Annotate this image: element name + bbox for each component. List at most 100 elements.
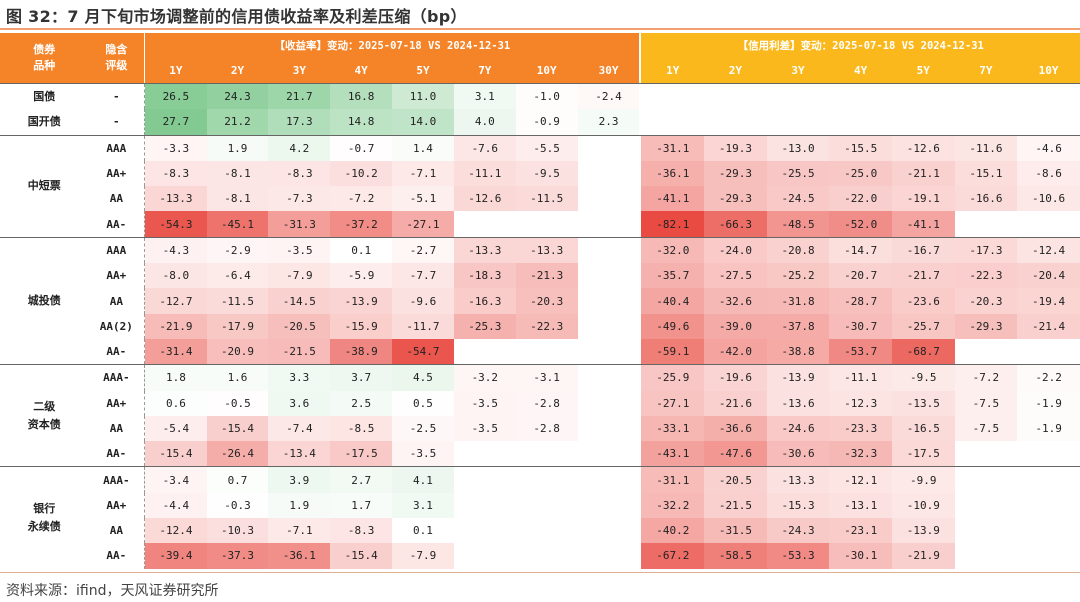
table-row: 银行 永续债 AAA- -3.4 0.7 3.9 2.7 4.1 -31.1 -20.5 -13.3… — [0, 466, 1080, 569]
table-row: AA+ -8.0 -6.4 -7.9 -5.9 -7.7 -18.3 -21.3 -35.7 -2… — [0, 263, 1080, 289]
credit-spread-cell: -10.6 — [1017, 186, 1080, 212]
yield-cell — [577, 186, 640, 212]
yield-cell: 0.1 — [392, 518, 454, 544]
credit-spread-cell: -20.8 — [766, 236, 830, 264]
credit-spread-cell: -17.5 — [891, 441, 955, 467]
credit-spread-cell: -31.5 — [704, 518, 767, 544]
credit-tenor-4y: 4Y — [829, 57, 892, 84]
credit-spread-cell — [954, 492, 1018, 519]
credit-spread-cell: -13.6 — [766, 390, 830, 416]
rating-cell: AAA- — [88, 466, 145, 493]
yield-cell: -54.7 — [392, 338, 454, 365]
table-row: AA+ -4.4 -0.3 1.9 1.7 3.1 -32.2 -21.5 -15.3 -13.1… — [0, 492, 1080, 519]
credit-spread-cell — [1017, 211, 1080, 238]
yield-cell: -8.1 — [206, 160, 269, 187]
credit-spread-cell: -27.5 — [704, 263, 767, 289]
rating-cell: AA+ — [106, 498, 127, 512]
yield-cell: -7.9 — [392, 543, 454, 569]
rating-cell: AA+ — [106, 396, 127, 410]
yield-cell — [577, 518, 640, 544]
yield-cell: 14.0 — [392, 109, 454, 136]
yield-cell: -11.5 — [515, 186, 578, 212]
credit-spread-cell: -25.7 — [891, 313, 955, 339]
yield-cell: -25.3 — [453, 313, 516, 339]
yield-cell: -0.3 — [206, 492, 269, 519]
credit-spread-cell — [954, 338, 1018, 365]
credit-spread-cell: -59.1 — [641, 338, 705, 365]
yield-cell: -15.4 — [206, 415, 269, 442]
bond-type-cell: 中短票 — [0, 134, 89, 238]
credit-tenor-5y: 5Y — [891, 57, 955, 84]
credit-spread-cell: -19.1 — [891, 186, 955, 212]
credit-spread-cell — [954, 83, 1018, 110]
yield-cell: 0.1 — [330, 236, 393, 264]
credit-spread-cell: -15.3 — [766, 492, 830, 519]
yield-cell: -4.4 — [144, 492, 207, 519]
yield-cell — [515, 441, 578, 467]
credit-spread-cell: -1.9 — [1017, 390, 1080, 416]
figure-title: 图 32：7 月下旬市场调整前的信用债收益率及利差压缩（bp） — [6, 7, 467, 26]
yield-cell: 24.3 — [206, 83, 269, 110]
yield-cell: -15.9 — [330, 313, 393, 339]
yield-cell: -5.4 — [144, 415, 207, 442]
yield-cell: -9.6 — [392, 288, 454, 314]
credit-spread-cell: -13.5 — [891, 390, 955, 416]
credit-spread-cell: -41.1 — [641, 186, 705, 212]
table-row: 二级 资本债 AAA- 1.8 1.6 3.3 3.7 4.5 -3.2 -3.1 -25.9 -19… — [0, 364, 1080, 467]
credit-spread-cell: -24.6 — [766, 415, 830, 442]
credit-tenor-1y: 1Y — [641, 57, 705, 84]
yield-cell: -14.5 — [268, 288, 331, 314]
credit-spread-cell: -32.3 — [829, 441, 892, 467]
credit-spread-cell: -29.3 — [704, 186, 767, 212]
table-row: AA -5.4 -15.4 -7.4 -8.5 -2.5 -3.5 -2.8 -33.1 -36.… — [0, 415, 1080, 442]
yield-cell: -21.9 — [144, 313, 207, 339]
yield-cell: -8.5 — [330, 415, 393, 442]
credit-spread-cell: -12.1 — [829, 466, 892, 493]
credit-spread-cell: -9.9 — [891, 466, 955, 493]
yield-cell: 1.9 — [206, 134, 269, 161]
credit-spread-cell: -82.1 — [641, 211, 705, 238]
credit-spread-cell: -13.9 — [766, 364, 830, 391]
credit-spread-cell — [641, 83, 705, 110]
yield-cell: -45.1 — [206, 211, 269, 238]
yield-cell: -8.3 — [330, 518, 393, 544]
credit-spread-cell: -20.3 — [954, 288, 1018, 314]
credit-spread-cell — [1017, 466, 1080, 493]
credit-spread-cell: -7.5 — [954, 390, 1018, 416]
credit-spread-cell: -16.7 — [891, 236, 955, 264]
yield-cell: -27.1 — [392, 211, 454, 238]
yield-cell: -31.4 — [144, 338, 207, 365]
yield-cell: -8.0 — [144, 263, 207, 289]
credit-spread-cell: -37.8 — [766, 313, 830, 339]
yield-cell: 26.5 — [144, 83, 207, 110]
yield-cell: 1.9 — [268, 492, 331, 519]
credit-spread-cell: -15.5 — [829, 134, 892, 161]
rating-cell: AA- — [106, 447, 127, 461]
yield-tenor-30y: 30Y — [577, 57, 640, 84]
credit-spread-cell: -2.2 — [1017, 364, 1080, 391]
credit-spread-cell: -31.1 — [641, 134, 705, 161]
yield-cell: -5.9 — [330, 263, 393, 289]
credit-spread-cell: -21.1 — [891, 160, 955, 187]
credit-spread-cell: -36.6 — [704, 415, 767, 442]
credit-spread-cell: -53.7 — [829, 338, 892, 365]
credit-spread-cell — [1017, 83, 1080, 110]
credit-spread-cell: -49.6 — [641, 313, 705, 339]
header-credit-spread-change: 【信用利差】变动：2025-07-18 VS 2024-12-31 — [641, 33, 1080, 57]
yield-cell: -13.3 — [453, 236, 516, 264]
table-row: AA -13.3 -8.1 -7.3 -7.2 -5.1 -12.6 -11.5 -41.1 -2… — [0, 186, 1080, 212]
credit-spread-cell: -24.5 — [766, 186, 830, 212]
credit-spread-cell — [829, 83, 892, 110]
table-row: 国开债 - 27.7 21.2 17.3 14.8 14.0 4.0 -0.9 2.3 — [0, 109, 1080, 136]
credit-spread-cell: -16.5 — [891, 415, 955, 442]
yield-cell: -2.7 — [392, 236, 454, 264]
yield-cell: -7.2 — [330, 186, 393, 212]
rating-cell: AA+ — [106, 167, 127, 181]
credit-spread-cell: -39.0 — [704, 313, 767, 339]
credit-spread-cell: -22.3 — [954, 263, 1018, 289]
yield-cell: -37.2 — [330, 211, 393, 238]
credit-spread-cell: -12.3 — [829, 390, 892, 416]
credit-spread-cell — [891, 109, 955, 136]
yield-cell: -22.3 — [515, 313, 578, 339]
credit-spread-cell: -19.4 — [1017, 288, 1080, 314]
